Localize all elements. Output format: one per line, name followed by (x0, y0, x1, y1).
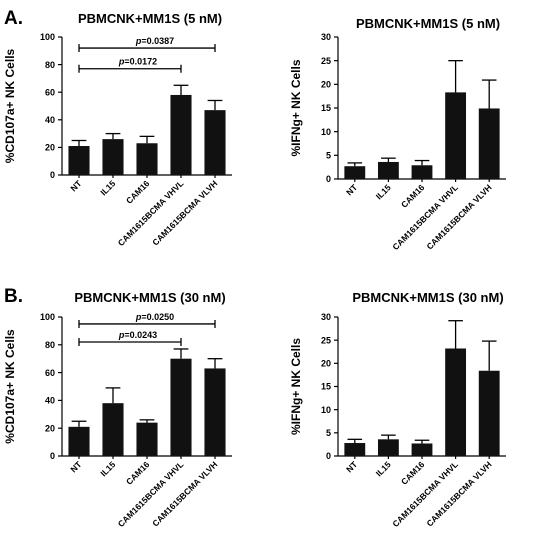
p-symbol: p (135, 312, 142, 322)
y-tick-label: 60 (45, 87, 55, 97)
bar-3 (411, 443, 433, 456)
y-tick-label: 15 (321, 382, 331, 392)
x-tick-label: IL15 (98, 459, 117, 478)
bar-4 (445, 348, 467, 456)
y-tick-label: 5 (326, 428, 331, 438)
y-tick-label: 30 (321, 32, 331, 42)
y-axis-label: %IFNg+ NK Cells (289, 338, 303, 435)
y-tick-label: 80 (45, 340, 55, 350)
y-tick-label: 0 (326, 451, 331, 461)
chart-title: PBMCNK+MM1S (5 nM) (356, 16, 500, 31)
bar-1 (68, 146, 90, 175)
y-tick-label: 40 (45, 396, 55, 406)
x-tick-label: CAM16 (399, 459, 427, 487)
x-tick-label: CAM1615BCMA VLVH (150, 178, 219, 247)
y-axis-label: %CD107a+ NK Cells (3, 329, 17, 444)
bar-1 (344, 166, 366, 179)
p-symbol: p (118, 57, 125, 67)
bar-2 (102, 403, 124, 456)
bar-5 (478, 108, 500, 179)
x-tick-label: CAM1615BCMA VHVL (116, 178, 186, 248)
p-symbol: p (135, 36, 142, 46)
y-axis-label: %IFNg+ NK Cells (289, 59, 303, 156)
y-tick-label: 20 (321, 359, 331, 369)
bar-4 (170, 358, 192, 456)
y-tick-label: 25 (321, 335, 331, 345)
bar-5 (478, 370, 500, 456)
y-tick-label: 60 (45, 368, 55, 378)
x-tick-label: IL15 (98, 178, 117, 197)
p-value-label: p=0.0387 (135, 36, 174, 46)
bar-4 (445, 92, 467, 179)
x-tick-label: IL15 (374, 459, 393, 478)
x-tick-label: NT (344, 182, 360, 198)
chart-title: PBMCNK+MM1S (30 nM) (352, 290, 503, 305)
chart-a-cd107a: PBMCNK+MM1S (5 nM) %CD107a+ NK Cells 0 20 40… (3, 11, 232, 248)
p-symbol: p (118, 330, 125, 340)
bar-2 (377, 161, 399, 179)
bar-2 (377, 439, 399, 456)
p-value-text: =0.0250 (141, 312, 174, 322)
chart-b-ifng: PBMCNK+MM1S (30 nM) %IFNg+ NK Cells 0 5 10 15… (289, 290, 506, 529)
y-tick-label: 30 (321, 312, 331, 322)
p-value-text: =0.0387 (141, 36, 174, 46)
p-value-label: p=0.0250 (135, 312, 174, 322)
panel-letter-b: B. (4, 286, 23, 307)
y-tick-label: 10 (321, 405, 331, 415)
y-axis-label: %CD107a+ NK Cells (3, 48, 17, 163)
p-value-text: =0.0243 (124, 330, 157, 340)
chart-b-cd107a: PBMCNK+MM1S (30 nM) %CD107a+ NK Cells 0 20 4… (3, 290, 232, 529)
p-value-label: p=0.0172 (118, 57, 157, 67)
x-tick-label: CAM1615BCMA VLVH (424, 459, 493, 528)
x-tick-label: NT (68, 459, 84, 475)
y-tick-label: 40 (45, 115, 55, 125)
bar-1 (68, 426, 90, 456)
y-tick-label: 20 (45, 143, 55, 153)
y-tick-label: 20 (321, 80, 331, 90)
p-value-text: =0.0172 (124, 57, 157, 67)
x-tick-label: CAM1615BCMA VLVH (424, 182, 493, 251)
bar-4 (170, 94, 192, 175)
y-tick-label: 10 (321, 127, 331, 137)
bar-2 (102, 139, 124, 175)
bar-1 (344, 443, 366, 456)
p-value-label: p=0.0243 (118, 330, 157, 340)
x-tick-label: CAM16 (399, 182, 427, 210)
y-tick-label: 0 (326, 174, 331, 184)
x-tick-label: CAM1615BCMA VHVL (116, 459, 186, 529)
x-tick-label: CAM1615BCMA VHVL (390, 459, 460, 529)
chart-title: PBMCNK+MM1S (30 nM) (74, 290, 225, 305)
y-tick-label: 25 (321, 56, 331, 66)
y-tick-label: 100 (40, 312, 55, 322)
x-tick-label: CAM16 (124, 459, 152, 487)
bar-5 (204, 110, 226, 175)
bar-3 (136, 143, 158, 175)
bar-3 (411, 165, 433, 179)
x-tick-label: IL15 (374, 182, 393, 201)
y-tick-label: 0 (50, 170, 55, 180)
x-tick-label: CAM1615BCMA VLVH (150, 459, 219, 528)
x-tick-label: NT (68, 178, 84, 194)
chart-a-ifng: PBMCNK+MM1S (5 nM) %IFNg+ NK Cells 0 5 10 15 2… (289, 16, 506, 252)
x-tick-label: CAM1615BCMA VHVL (390, 182, 460, 252)
y-tick-label: 15 (321, 103, 331, 113)
y-tick-label: 5 (326, 151, 331, 161)
y-tick-label: 80 (45, 60, 55, 70)
chart-title: PBMCNK+MM1S (5 nM) (78, 11, 222, 26)
y-tick-label: 100 (40, 32, 55, 42)
y-tick-label: 0 (50, 451, 55, 461)
y-tick-label: 20 (45, 423, 55, 433)
bar-5 (204, 368, 226, 456)
bar-3 (136, 422, 158, 456)
x-tick-label: NT (344, 459, 360, 475)
x-tick-label: CAM16 (124, 178, 152, 206)
panel-letter-a: A. (4, 8, 23, 29)
